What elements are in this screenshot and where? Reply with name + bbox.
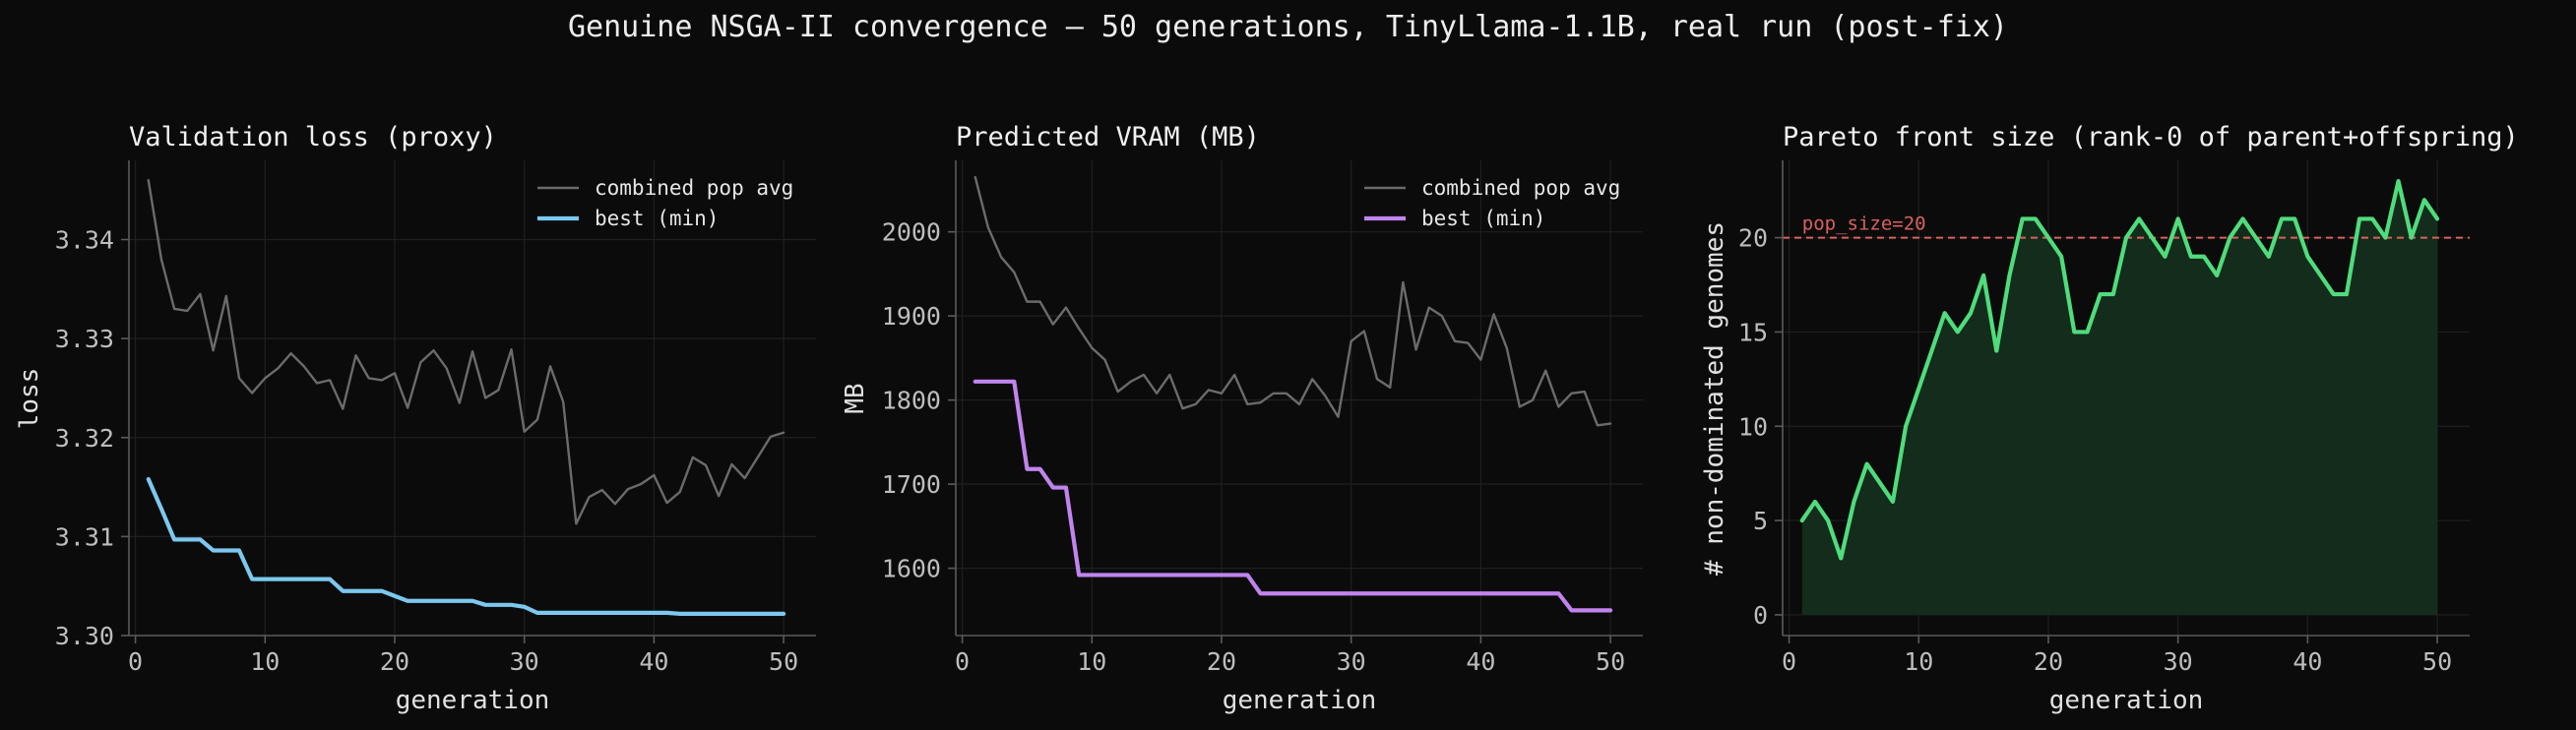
loss-x-tick-label: 50: [769, 647, 798, 676]
pareto-panel: Pareto front size (rank-0 of parent+offs…: [1700, 122, 2519, 715]
loss-x-axis-label: generation: [396, 686, 550, 715]
pareto-x-axis-label: generation: [2049, 686, 2204, 715]
vram-x-axis-label: generation: [1223, 686, 1377, 715]
vram-y-tick-label: 1700: [882, 470, 941, 499]
pareto-y-tick-label: 0: [1753, 601, 1768, 630]
vram-legend-label: combined pop avg: [1421, 176, 1620, 200]
pareto-x-tick-label: 10: [1904, 647, 1933, 676]
pareto-x-tick-label: 0: [1782, 647, 1796, 676]
loss-chart-title: Validation loss (proxy): [129, 122, 497, 152]
vram-x-tick-label: 50: [1596, 647, 1625, 676]
pareto-y-axis-label: # non-dominated genomes: [1700, 221, 1729, 576]
pareto-y-tick-label: 15: [1738, 318, 1768, 346]
loss-x-tick-label: 10: [250, 647, 280, 676]
vram-best-min-line: [973, 379, 1613, 613]
pareto-series-line: [1799, 178, 2440, 561]
loss-y-tick-label: 3.33: [55, 325, 114, 353]
loss-legend-label: combined pop avg: [595, 176, 793, 200]
loss-x-tick-label: 30: [510, 647, 539, 676]
pareto-y-tick-label: 10: [1738, 412, 1768, 441]
loss-panel: Validation loss (proxy) generation loss …: [15, 122, 816, 715]
vram-plot: 0 10 20 30 40 50 1600 1700 1800 1900 2000 combined …: [882, 160, 1643, 676]
pareto-area-fill: [1801, 181, 2438, 615]
loss-x-tick-label: 20: [380, 647, 409, 676]
pareto-x-tick-label: 50: [2422, 647, 2452, 676]
pareto-y-tick-label: 20: [1738, 224, 1768, 253]
pareto-x-tick-label: 30: [2164, 647, 2193, 676]
pareto-pop-size-label: pop_size=20: [1802, 213, 1926, 235]
vram-x-tick-label: 20: [1207, 647, 1236, 676]
loss-legend-label: best (min): [595, 207, 719, 230]
loss-y-tick-label: 3.31: [55, 522, 114, 551]
vram-panel: Predicted VRAM (MB) generation MB 0 10 20 3…: [841, 122, 1643, 715]
vram-combined-pop-avg-line: [974, 175, 1612, 427]
figure-title: Genuine NSGA-II convergence — 50 generat…: [568, 10, 2008, 44]
pareto-y-tick-label: 5: [1753, 507, 1768, 535]
vram-y-axis-label: MB: [841, 383, 870, 413]
loss-plot: 0 10 20 30 40 50 3.30 3.31 3.32 3.33 3.34 combined …: [55, 160, 816, 676]
pareto-plot: pop_size=20 0 10 20 30 40 50 0 5 10 15 20: [1738, 160, 2470, 676]
loss-x-tick-label: 0: [128, 647, 143, 676]
vram-x-tick-label: 30: [1337, 647, 1366, 676]
loss-y-axis-label: loss: [15, 368, 44, 430]
pareto-chart-title: Pareto front size (rank-0 of parent+offs…: [1783, 122, 2519, 152]
vram-x-tick-label: 40: [1466, 647, 1495, 676]
loss-y-tick-label: 3.32: [55, 424, 114, 453]
vram-chart-title: Predicted VRAM (MB): [956, 122, 1260, 152]
loss-y-tick-label: 3.30: [55, 622, 114, 650]
vram-y-tick-label: 1900: [882, 302, 941, 331]
pareto-x-tick-label: 40: [2293, 647, 2322, 676]
loss-best-min-line: [146, 476, 786, 616]
loss-x-tick-label: 40: [639, 647, 668, 676]
pareto-x-tick-label: 20: [2034, 647, 2063, 676]
loss-combined-pop-avg-line: [147, 178, 785, 525]
vram-x-tick-label: 0: [955, 647, 970, 676]
loss-y-tick-label: 3.34: [55, 226, 114, 255]
vram-x-tick-label: 10: [1077, 647, 1106, 676]
vram-y-tick-label: 2000: [882, 218, 941, 247]
vram-y-tick-label: 1800: [882, 387, 941, 415]
vram-y-tick-label: 1600: [882, 555, 941, 583]
vram-legend-label: best (min): [1421, 207, 1545, 230]
